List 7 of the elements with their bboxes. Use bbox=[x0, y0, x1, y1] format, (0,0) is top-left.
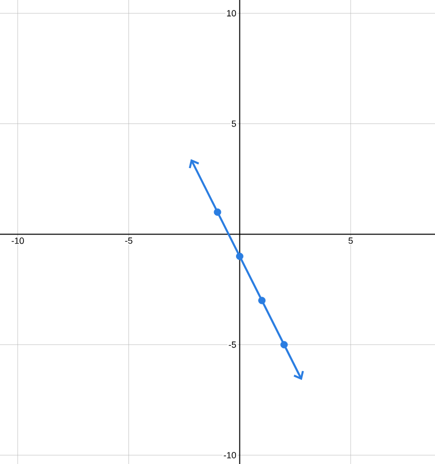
y-tick-label: 5 bbox=[232, 120, 236, 127]
y-tick-label: -5 bbox=[228, 342, 236, 348]
x-tick-label: -5 bbox=[125, 238, 132, 244]
x-tick-label: -10 bbox=[12, 238, 24, 244]
y-tick-label: 10 bbox=[227, 10, 236, 16]
x-tick-label: 5 bbox=[348, 238, 353, 244]
y-tick-label: -10 bbox=[224, 452, 236, 458]
